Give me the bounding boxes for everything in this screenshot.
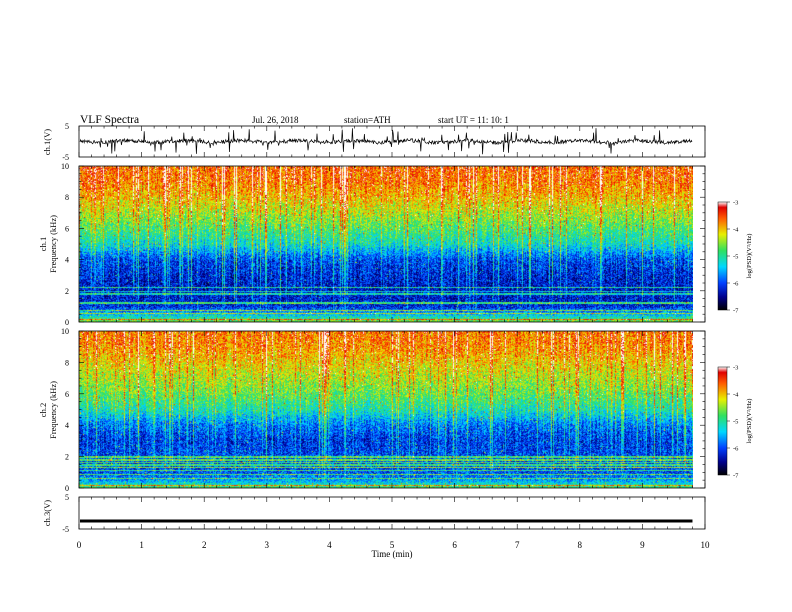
ch2-spectrogram-ylabel-frequency: Frequency (kHz) [48,381,58,439]
ch1-colorbar-tick-label: -3 [733,200,738,207]
time-axis-tick-label: 5 [390,540,395,550]
ch1-ytick-top: 5 [65,122,69,131]
time-axis-tick-label: 2 [202,540,207,550]
time-axis-tick-label: 9 [640,540,645,550]
time-axis-tick-labels: 0 1 2 3 4 5 6 7 8 9 10 [77,540,710,550]
ch2-spectrogram-x-ticks [78,331,706,488]
time-axis-label: Time (min) [372,549,413,559]
ch2-spectrogram-panel: 0 2 4 6 8 10 ch.2 Frequency (kHz) [38,327,706,493]
ch1-colorbar-tick-label: -5 [733,254,738,261]
ch1-colorbar-label: log(PSD)(V²/Hz) [746,234,753,279]
ch2-spectrogram-ytick-label: 0 [65,484,69,493]
ch3-ytick-bottom: -5 [62,525,69,534]
ch2-spectrogram-ytick-label: 4 [65,421,69,430]
time-axis-tick-label: 6 [452,540,457,550]
time-axis-tick-label: 0 [77,540,82,550]
ch1-colorbar-gradient [717,201,728,311]
ch1-colorbar-tick-label: -4 [733,227,739,234]
ch2-colorbar: -3 -4 -5 -6 -7 log(PSD)(V²/Hz) [717,365,753,480]
ch1-spectrogram-ytick-label: 2 [65,287,69,296]
ch1-spectrogram-panel: 0 2 4 6 8 10 ch.1 Frequency (kHz) [38,162,706,327]
ch1-colorbar-tick-label: -6 [733,281,739,288]
start-time-label: start UT = 11: 10: 1 [438,115,509,125]
ch2-spectrogram-ylabel-channel: ch.2 [38,403,48,417]
ch2-colorbar-tick-label: -5 [733,419,738,426]
ch1-spectrogram-x-ticks [78,166,706,322]
ch2-spectrogram-ytick-label: 10 [61,327,69,336]
ch1-ytick-bottom: -5 [62,153,69,162]
date-label: Jul. 26, 2018 [252,115,299,125]
ch1-colorbar-tick-label: -7 [733,308,739,315]
ch1-spectrogram-ytick-label: 10 [61,162,69,171]
ch2-spectrogram-y-ticks: 0 2 4 6 8 10 [61,327,705,493]
ch1-spectrogram-ylabel-frequency: Frequency (kHz) [48,215,58,273]
ch1-spectrogram-ytick-label: 6 [65,224,69,233]
ch2-colorbar-gradient [717,366,728,476]
ch2-colorbar-tick-label: -6 [733,446,739,453]
ch2-spectrogram-holder [79,331,693,488]
ch1-spectrogram-ylabel-channel: ch.1 [38,237,48,251]
station-label: station=ATH [344,115,391,125]
ch1-spectrogram-heatmap [79,166,693,322]
ch1-voltage-panel: 5 -5 ch.1(V) [42,122,706,162]
ch1-spectrogram-ytick-label: 0 [65,318,69,327]
ch2-colorbar-tick-label: -7 [733,473,739,480]
figure-title: VLF Spectra [80,114,139,126]
ch1-colorbar-ticks: -3 -4 -5 -6 -7 [727,200,739,315]
ch2-spectrogram-ytick-label: 8 [65,358,69,367]
ch3-voltage-ylabel: ch.3(V) [42,500,52,526]
time-axis-tick-label: 1 [139,540,144,550]
time-axis-tick-label: 10 [701,540,711,550]
ch2-colorbar-label: log(PSD)(V²/Hz) [746,399,753,444]
ch2-colorbar-tick-label: -4 [733,392,739,399]
ch3-voltage-panel: 5 -5 ch.3(V) [42,493,706,534]
ch1-spectrogram-holder [79,166,693,322]
ch2-spectrogram-heatmap [79,331,693,488]
ch2-spectrogram-ytick-label: 6 [65,390,69,399]
ch3-ytick-top: 5 [65,493,69,502]
ch2-spectrogram-ytick-label: 2 [65,453,69,462]
time-axis-tick-label: 8 [578,540,583,550]
ch1-spectrogram-ytick-label: 8 [65,193,69,202]
ch1-voltage-trace [79,128,693,155]
ch1-colorbar: -3 -4 -5 -6 -7 log(PSD)(V²/Hz) [717,200,753,315]
ch1-spectrogram-ytick-label: 4 [65,256,69,265]
ch2-colorbar-ticks: -3 -4 -5 -6 -7 [727,365,739,480]
time-axis-tick-label: 3 [265,540,270,550]
ch1-voltage-x-ticks [78,126,706,157]
ch1-voltage-ylabel: ch.1(V) [42,129,52,155]
ch1-spectrogram-y-ticks: 0 2 4 6 8 10 [61,162,705,327]
ch3-voltage-x-ticks [78,497,706,529]
time-axis-tick-label: 7 [515,540,520,550]
time-axis-tick-label: 4 [327,540,332,550]
ch2-colorbar-tick-label: -3 [733,365,738,372]
